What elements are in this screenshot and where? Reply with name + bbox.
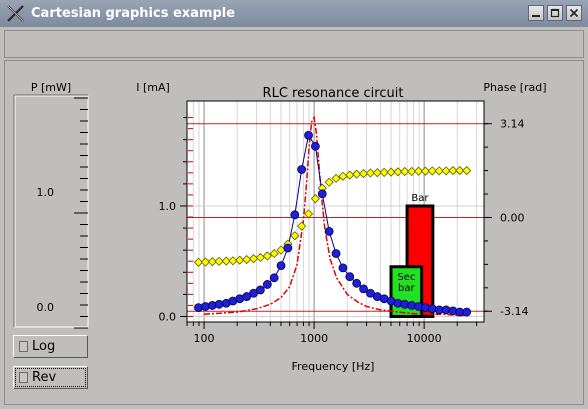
x-axis-label: Frequency [Hz]: [292, 360, 375, 373]
window-title: Cartesian graphics example: [31, 6, 236, 21]
gauge-label-0: 0.0: [37, 301, 55, 314]
current-point: [242, 292, 252, 301]
data-series: [193, 115, 472, 317]
phase-point: [331, 173, 341, 183]
phase-point: [441, 166, 451, 176]
y2-tick-label: 0.00: [500, 211, 525, 224]
phase-point: [297, 221, 307, 231]
close-icon: [569, 8, 579, 18]
sec-bar-label: Sec: [397, 272, 415, 283]
phase-point: [310, 194, 320, 204]
gauge-ticks: [74, 97, 88, 329]
x-tick-label: 10000: [407, 332, 442, 345]
phase-point: [242, 255, 252, 265]
phase-point: [235, 255, 245, 265]
phase-point: [214, 256, 224, 266]
theory-curve: [203, 115, 468, 317]
title-bar[interactable]: Cartesian graphics example: [0, 0, 588, 27]
close-button[interactable]: [566, 5, 582, 21]
gauge-frame-light: [14, 95, 89, 328]
current-point: [255, 285, 265, 295]
y2-tick-label: -3.14: [500, 305, 528, 318]
plot-frame: [186, 100, 485, 323]
current-point: [297, 165, 307, 174]
gauge-frame-dark: [13, 94, 88, 327]
phase-point: [434, 166, 444, 176]
current-point: [352, 278, 362, 288]
current-point: [331, 249, 341, 258]
current-point: [276, 261, 286, 271]
current-point: [462, 307, 472, 317]
log-checkbox[interactable]: [19, 341, 28, 352]
maximize-icon: [550, 8, 560, 18]
current-point: [304, 130, 313, 140]
y-tick-label: 0.0: [159, 310, 177, 323]
phase-point: [345, 170, 355, 180]
phase-point: [448, 166, 458, 176]
gauge-label-1: 1.0: [37, 186, 55, 199]
phase-point: [372, 168, 382, 178]
maximize-button[interactable]: [547, 5, 563, 21]
minimize-button[interactable]: [528, 5, 544, 21]
current-point: [338, 263, 348, 273]
bar-label: Bar: [411, 193, 429, 204]
power-gauge: P [mW] 1.0 0.0: [13, 81, 89, 329]
phase-point: [420, 166, 431, 176]
axes: 100 1000 10000 0.0 1.0 -3.14 0.00 3.14: [159, 117, 528, 345]
phase-point: [352, 169, 362, 179]
y-axis-label: I [mA]: [136, 81, 170, 94]
phase-point: [407, 166, 417, 177]
phase-point: [324, 177, 334, 187]
main-panel: [4, 60, 584, 405]
phase-point: [228, 256, 238, 266]
plot-background: [187, 101, 484, 322]
phase-point: [393, 167, 403, 177]
current-point: [324, 226, 334, 236]
x-tick-label: 1000: [300, 332, 328, 345]
phase-point: [462, 166, 472, 176]
phase-point: [379, 167, 389, 177]
current-point: [311, 141, 320, 151]
top-panel: [4, 30, 584, 58]
phase-point: [290, 231, 300, 241]
phase-point: [262, 251, 272, 261]
y-tick-label: 1.0: [159, 200, 177, 213]
sec-bar-label: bar: [398, 283, 415, 294]
power-gauge-title: P [mW]: [31, 81, 71, 94]
current-point: [290, 210, 300, 220]
rev-label: Rev: [32, 370, 57, 385]
phase-point: [400, 166, 410, 177]
y2-tick-label: 3.14: [500, 118, 525, 131]
phase-point: [414, 166, 424, 176]
y2-axis-label: Phase [rad]: [483, 81, 546, 94]
phase-point: [221, 256, 231, 266]
phase-point: [193, 257, 204, 267]
log-toggle[interactable]: Log: [13, 335, 88, 358]
log-label: Log: [32, 339, 56, 354]
phase-point: [386, 167, 396, 177]
phase-point: [269, 249, 279, 259]
phase-point: [200, 257, 211, 267]
current-point: [345, 272, 355, 282]
current-point: [214, 299, 224, 309]
phase-point: [365, 168, 375, 178]
current-point: [359, 284, 368, 294]
rev-checkbox[interactable]: [19, 372, 28, 383]
minimize-icon: [532, 15, 540, 17]
phase-point: [427, 166, 437, 176]
current-point: [317, 189, 327, 199]
current-point: [269, 273, 279, 283]
phase-point: [303, 209, 314, 219]
rev-toggle[interactable]: Rev: [13, 366, 88, 389]
phase-point: [207, 257, 217, 267]
current-point: [262, 280, 272, 289]
phase-point: [455, 166, 465, 176]
chart-title: RLC resonance circuit: [263, 86, 404, 101]
phase-point: [358, 169, 369, 179]
x-tick-label: 100: [194, 332, 215, 345]
x-logo-icon[interactable]: [6, 4, 25, 23]
current-point: [283, 243, 293, 253]
